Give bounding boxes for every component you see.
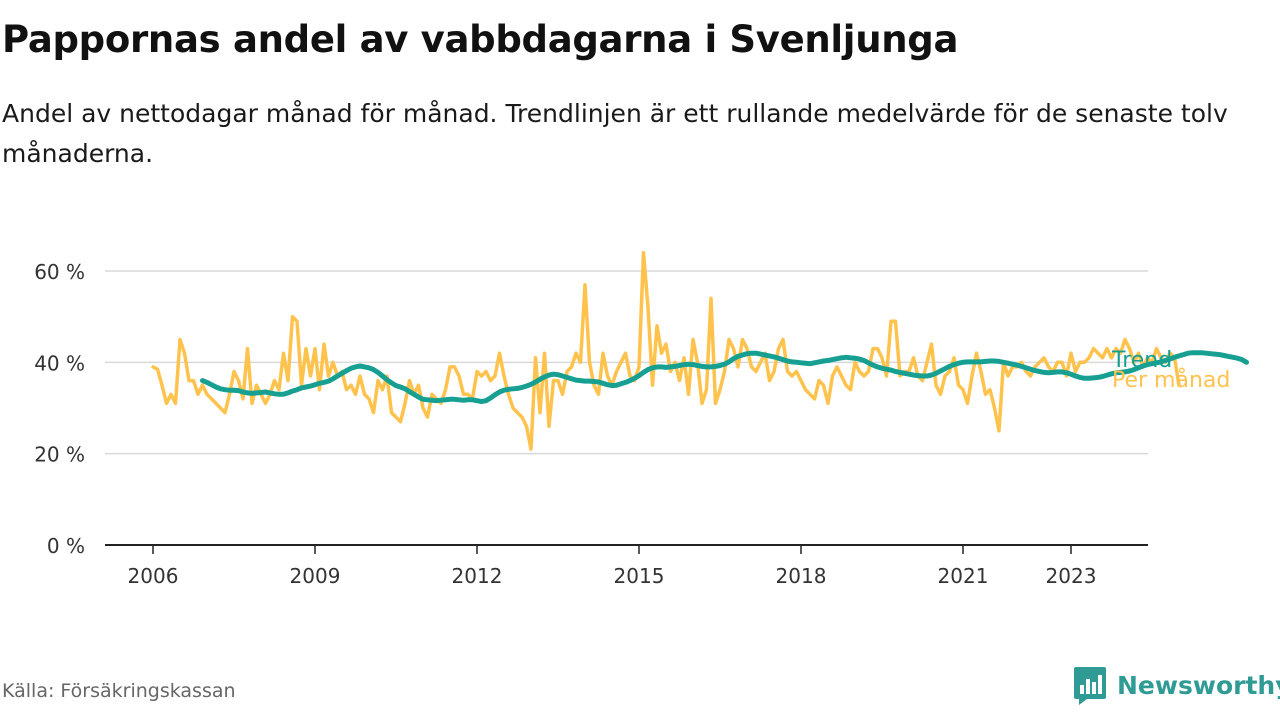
y-tick-label: 60 % — [34, 260, 85, 284]
y-axis-ticks: 0 % 20 % 40 % 60 % — [34, 260, 85, 558]
bar-chart-icon — [1074, 667, 1106, 705]
y-tick-label: 40 % — [34, 351, 85, 375]
series-line-trend — [200, 350, 1249, 405]
x-tick-label: 2015 — [614, 564, 665, 588]
x-tick-label: 2023 — [1046, 564, 1097, 588]
x-tick-label: 2021 — [938, 564, 989, 588]
x-tick-label: 2018 — [776, 564, 827, 588]
brand-name: Newsworthy — [1117, 670, 1280, 700]
chart-title: Pappornas andel av vabbdagarna i Svenlju… — [2, 18, 959, 61]
x-tick-label: 2006 — [128, 564, 179, 588]
series-label-per-manad: Per månad — [1112, 367, 1230, 393]
source-note: Källa: Försäkringskassan — [2, 680, 236, 702]
x-tick-label: 2012 — [452, 564, 503, 588]
x-axis: 2006 2009 2012 2015 2018 2021 2023 — [105, 544, 1148, 588]
y-tick-label: 0 % — [47, 534, 85, 558]
x-tick-label: 2009 — [290, 564, 341, 588]
chart-subtitle: Andel av nettodagar månad för månad. Tre… — [2, 99, 1228, 168]
series-label-trend: Trend — [1111, 348, 1172, 373]
series-line-per-manad — [151, 250, 1181, 451]
newsworthy-logo: Newsworthy — [1073, 664, 1280, 706]
y-tick-label: 20 % — [34, 443, 85, 467]
series-lines — [151, 250, 1249, 451]
